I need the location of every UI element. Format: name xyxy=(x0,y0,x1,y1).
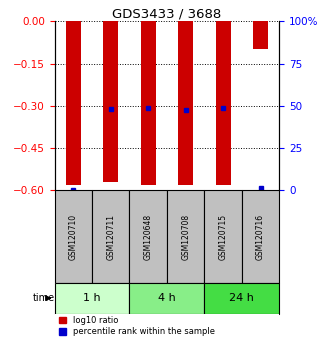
Text: 1 h: 1 h xyxy=(83,293,101,303)
Text: 24 h: 24 h xyxy=(230,293,254,303)
Bar xyxy=(92,190,129,283)
Bar xyxy=(204,283,279,314)
Bar xyxy=(129,283,204,314)
Bar xyxy=(178,21,193,185)
Text: time: time xyxy=(32,293,55,303)
Legend: log10 ratio, percentile rank within the sample: log10 ratio, percentile rank within the … xyxy=(59,316,215,336)
Bar xyxy=(103,21,118,182)
Bar xyxy=(55,190,92,283)
Bar xyxy=(253,21,268,50)
Text: GSM120648: GSM120648 xyxy=(144,213,153,260)
Text: GSM120715: GSM120715 xyxy=(219,213,228,260)
Text: GSM120708: GSM120708 xyxy=(181,213,190,260)
Bar xyxy=(66,21,81,185)
Text: GSM120711: GSM120711 xyxy=(106,213,115,259)
Bar xyxy=(216,21,230,185)
Bar xyxy=(129,190,167,283)
Bar xyxy=(242,190,279,283)
Bar xyxy=(167,190,204,283)
Title: GDS3433 / 3688: GDS3433 / 3688 xyxy=(112,7,221,20)
Bar xyxy=(141,21,156,185)
Bar xyxy=(55,283,129,314)
Bar xyxy=(204,190,242,283)
Text: GSM120716: GSM120716 xyxy=(256,213,265,260)
Text: 4 h: 4 h xyxy=(158,293,176,303)
Text: GSM120710: GSM120710 xyxy=(69,213,78,260)
